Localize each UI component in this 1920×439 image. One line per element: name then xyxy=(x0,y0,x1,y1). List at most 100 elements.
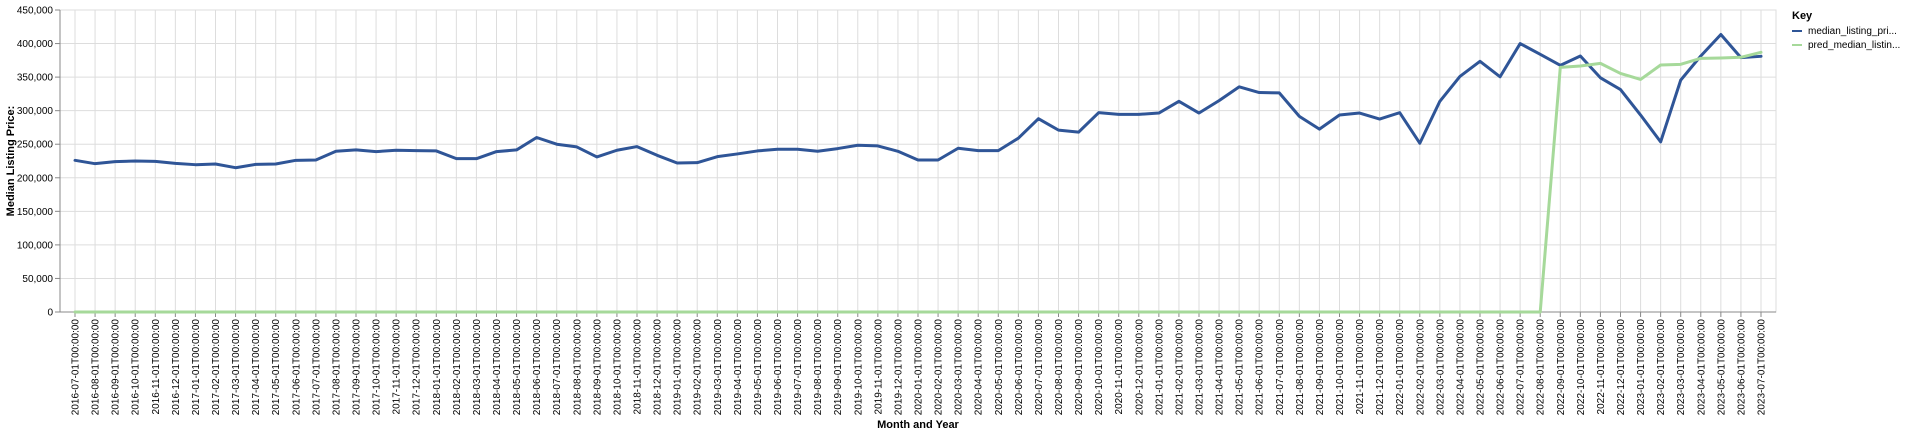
x-tick-label: 2017-04-01T00:00:00 xyxy=(251,319,262,416)
y-tick-label: 200,000 xyxy=(17,173,54,184)
x-tick-label: 2021-10-01T00:00:00 xyxy=(1335,319,1346,416)
x-tick-label: 2020-12-01T00:00:00 xyxy=(1134,319,1145,416)
x-tick-label: 2020-07-01T00:00:00 xyxy=(1034,319,1045,416)
y-tick-label: 150,000 xyxy=(17,207,54,218)
x-tick-label: 2018-10-01T00:00:00 xyxy=(612,319,623,416)
y-tick-label: 350,000 xyxy=(17,73,54,84)
x-tick-label: 2016-10-01T00:00:00 xyxy=(131,319,142,416)
x-tick-label: 2020-08-01T00:00:00 xyxy=(1054,319,1065,416)
x-tick-label: 2022-01-01T00:00:00 xyxy=(1395,319,1406,416)
x-tick-label: 2022-02-01T00:00:00 xyxy=(1415,319,1426,416)
x-tick-label: 2022-09-01T00:00:00 xyxy=(1556,319,1567,416)
legend-title: Key xyxy=(1792,10,1813,22)
x-tick-label: 2023-02-01T00:00:00 xyxy=(1656,319,1667,416)
x-tick-label: 2017-01-01T00:00:00 xyxy=(191,319,202,416)
x-tick-label: 2021-09-01T00:00:00 xyxy=(1315,319,1326,416)
x-tick-label: 2023-06-01T00:00:00 xyxy=(1736,319,1747,416)
x-tick-label: 2020-09-01T00:00:00 xyxy=(1074,319,1085,416)
x-tick-label: 2021-03-01T00:00:00 xyxy=(1195,319,1206,416)
x-tick-label: 2017-03-01T00:00:00 xyxy=(231,319,242,416)
y-axis: 0 50,000 100,000 150,000 200,000 250,000 300,0… xyxy=(17,6,61,319)
x-tick-label: 2021-01-01T00:00:00 xyxy=(1154,319,1165,416)
x-tick-label: 2020-06-01T00:00:00 xyxy=(1014,319,1025,416)
x-tick-label: 2021-07-01T00:00:00 xyxy=(1275,319,1286,416)
x-tick-label: 2021-08-01T00:00:00 xyxy=(1295,319,1306,416)
x-tick-label: 2021-12-01T00:00:00 xyxy=(1375,319,1386,416)
series-lines xyxy=(73,33,1763,314)
x-tick-label: 2020-04-01T00:00:00 xyxy=(974,319,985,416)
x-tick-label: 2018-02-01T00:00:00 xyxy=(452,319,463,416)
x-tick-label: 2019-10-01T00:00:00 xyxy=(853,319,864,416)
y-tick-label: 0 xyxy=(47,308,53,319)
x-tick-label: 2018-06-01T00:00:00 xyxy=(532,319,543,416)
x-tick-label: 2018-11-01T00:00:00 xyxy=(633,319,644,415)
x-tick-label: 2019-11-01T00:00:00 xyxy=(873,319,884,415)
x-tick-label: 2017-12-01T00:00:00 xyxy=(412,319,423,416)
x-tick-label: 2019-12-01T00:00:00 xyxy=(893,319,904,416)
x-tick-label: 2018-12-01T00:00:00 xyxy=(653,319,664,416)
x-tick-label: 2021-04-01T00:00:00 xyxy=(1215,319,1226,416)
x-tick-label: 2017-05-01T00:00:00 xyxy=(271,319,282,416)
x-axis-title: Month and Year xyxy=(877,419,959,431)
x-tick-label: 2021-11-01T00:00:00 xyxy=(1355,319,1366,415)
x-tick-label: 2019-03-01T00:00:00 xyxy=(713,319,724,416)
x-tick-label: 2020-01-01T00:00:00 xyxy=(914,319,925,416)
legend-label: pred_median_listin... xyxy=(1808,40,1900,51)
x-tick-label: 2016-11-01T00:00:00 xyxy=(151,319,162,415)
x-tick-label: 2022-03-01T00:00:00 xyxy=(1435,319,1446,416)
x-tick-label: 2022-11-01T00:00:00 xyxy=(1596,319,1607,415)
x-tick-label: 2019-05-01T00:00:00 xyxy=(753,319,764,416)
x-tick-label: 2017-07-01T00:00:00 xyxy=(311,319,322,416)
x-tick-label: 2020-05-01T00:00:00 xyxy=(994,319,1005,416)
x-tick-label: 2023-04-01T00:00:00 xyxy=(1696,319,1707,416)
x-tick-label: 2023-01-01T00:00:00 xyxy=(1636,319,1647,416)
x-tick-label: 2020-11-01T00:00:00 xyxy=(1114,319,1125,415)
y-tick-label: 50,000 xyxy=(22,274,53,285)
x-tick-label: 2019-04-01T00:00:00 xyxy=(733,319,744,416)
x-tick-label: 2022-05-01T00:00:00 xyxy=(1476,319,1487,416)
x-tick-label: 2020-10-01T00:00:00 xyxy=(1094,319,1105,416)
y-tick-label: 100,000 xyxy=(17,240,54,251)
y-tick-label: 250,000 xyxy=(17,140,54,151)
x-tick-label: 2019-01-01T00:00:00 xyxy=(673,319,684,416)
x-tick-label: 2017-06-01T00:00:00 xyxy=(291,319,302,416)
x-tick-label: 2016-08-01T00:00:00 xyxy=(91,319,102,416)
legend: Key median_listing_pri... pred_median_lis… xyxy=(1792,10,1900,51)
x-tick-label: 2019-06-01T00:00:00 xyxy=(773,319,784,416)
x-tick-label: 2018-05-01T00:00:00 xyxy=(512,319,523,416)
x-tick-label: 2023-03-01T00:00:00 xyxy=(1676,319,1687,416)
x-tick-label: 2019-07-01T00:00:00 xyxy=(793,319,804,416)
x-axis: 2016-07-01T00:00:00 2016-08-01T00:00:00 20… xyxy=(60,311,1776,416)
x-tick-label: 2018-08-01T00:00:00 xyxy=(572,319,583,416)
x-tick-label: 2022-04-01T00:00:00 xyxy=(1455,319,1466,416)
x-tick-label: 2018-01-01T00:00:00 xyxy=(432,319,443,416)
x-tick-label: 2016-07-01T00:00:00 xyxy=(71,319,82,416)
x-tick-label: 2022-07-01T00:00:00 xyxy=(1516,319,1527,416)
x-tick-label: 2017-09-01T00:00:00 xyxy=(352,319,363,416)
x-tick-label: 2016-09-01T00:00:00 xyxy=(111,319,122,416)
y-tick-label: 400,000 xyxy=(17,39,54,50)
x-tick-label: 2018-09-01T00:00:00 xyxy=(592,319,603,416)
x-tick-label: 2022-06-01T00:00:00 xyxy=(1496,319,1507,416)
x-tick-label: 2018-03-01T00:00:00 xyxy=(472,319,483,416)
x-tick-label: 2022-10-01T00:00:00 xyxy=(1576,319,1587,416)
y-tick-label: 300,000 xyxy=(17,106,54,117)
x-tick-label: 2019-08-01T00:00:00 xyxy=(813,319,824,416)
x-tick-label: 2018-07-01T00:00:00 xyxy=(552,319,563,416)
x-tick-label: 2016-12-01T00:00:00 xyxy=(171,319,182,416)
x-tick-label: 2020-02-01T00:00:00 xyxy=(934,319,945,416)
x-tick-label: 2019-09-01T00:00:00 xyxy=(833,319,844,416)
x-tick-label: 2023-05-01T00:00:00 xyxy=(1716,319,1727,416)
x-tick-label: 2018-04-01T00:00:00 xyxy=(492,319,503,416)
x-tick-label: 2022-08-01T00:00:00 xyxy=(1536,319,1547,416)
x-tick-label: 2017-10-01T00:00:00 xyxy=(372,319,383,416)
legend-label: median_listing_pri... xyxy=(1808,26,1897,37)
x-tick-label: 2021-02-01T00:00:00 xyxy=(1174,319,1185,416)
x-tick-label: 2021-06-01T00:00:00 xyxy=(1255,319,1266,416)
x-tick-label: 2021-05-01T00:00:00 xyxy=(1235,319,1246,416)
x-tick-label: 2023-07-01T00:00:00 xyxy=(1757,319,1768,416)
x-tick-label: 2022-12-01T00:00:00 xyxy=(1616,319,1627,416)
x-tick-label: 2020-03-01T00:00:00 xyxy=(954,319,965,416)
